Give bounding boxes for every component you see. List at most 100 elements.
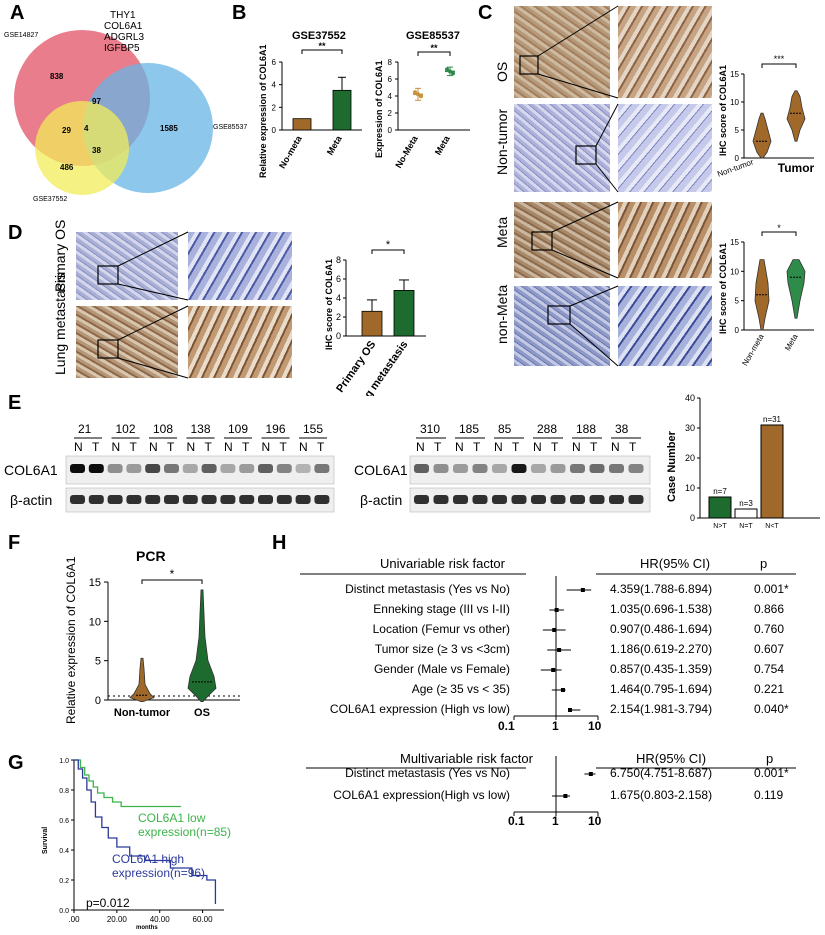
wb-case-label: 38: [615, 422, 629, 436]
panel-label-a: A: [10, 2, 25, 24]
chart-d: 0 2 4 6 8 Primary OS Lung metastasis * IHC scor…: [318, 236, 430, 417]
h-multi-p-header: p: [766, 751, 774, 766]
e-tick-label: 30: [685, 423, 695, 433]
ihc-zoom-nontumor: [618, 104, 712, 192]
western-blot: COL6A1 β-actin COL6A1 β-actin 21 N T 102 N T 1…: [0, 400, 660, 516]
e-bar-label: n=31: [763, 415, 782, 424]
b2-point: [451, 71, 455, 76]
chart-e: 0 10 20 30 40 n=7 N>T n=3 N=T n=31 N<T Case Number: [660, 390, 825, 532]
ihc-zoom-os: [618, 6, 712, 98]
panel-label-b: B: [232, 2, 247, 24]
venn-gene-0: THY1: [110, 10, 136, 21]
b2-tick-label: 6: [388, 75, 393, 84]
wb-lane-n: N: [186, 440, 196, 454]
wb-band-col6a1: [531, 464, 546, 473]
g-curve-high: [74, 759, 217, 904]
h-uni-factor: Tumor size (≥ 3 vs <3cm): [374, 642, 510, 656]
wb-lane-t: T: [204, 440, 212, 454]
wb-band-actin: [531, 495, 546, 504]
wb-band-col6a1: [314, 464, 330, 473]
wb-band-actin: [164, 495, 179, 504]
e-tick-label: 20: [685, 453, 695, 463]
d-bar: [361, 310, 383, 337]
wb-lane-n: N: [455, 440, 464, 454]
h-uni-p: 0.001*: [754, 582, 789, 596]
h-uni-point: [560, 688, 565, 692]
venn-label-gse14827: GSE14827: [4, 32, 39, 39]
c-row-label-nontumor: Non-tumor: [494, 108, 510, 175]
venn-count-only1: 838: [50, 72, 64, 81]
venn-count-c13: 29: [62, 126, 71, 135]
g-tick-label: 0.2: [59, 878, 69, 885]
wb-lane-n: N: [416, 440, 425, 454]
chart-e-svg: 0 10 20 30 40 n=7 N>T n=3 N=T n=31 N<T: [685, 393, 820, 530]
g-tick-label: 0.0: [59, 908, 69, 915]
chart-b-gse85537: 0 2 4 6 8 No-Meta Meta ** GSE85537 Expression o…: [368, 28, 480, 198]
venn-gene-1: COL6A1: [104, 21, 143, 32]
h-uni-factor: Gender (Male vs Female): [373, 662, 510, 676]
c2-cat-label: Meta: [783, 332, 800, 352]
g-tick-label: 40.00: [150, 915, 171, 924]
chart-c2-ylabel: IHC score of COL6A1: [718, 242, 728, 334]
c-zoom-guides: [519, 5, 619, 367]
wb-band-actin: [472, 495, 488, 504]
wb-band-col6a1: [295, 464, 311, 473]
b1-sig: **: [318, 41, 326, 51]
f-cat-label: Non-tumor: [114, 707, 171, 719]
h-multi-hr-header: HR(95% CI): [636, 751, 707, 766]
d-tick-label: 6: [336, 274, 341, 284]
wb-band-actin: [314, 495, 330, 504]
f-tick-label: 5: [95, 656, 101, 668]
d-sig: *: [386, 239, 391, 251]
h-uni-factor: Location (Femur vs other): [372, 622, 510, 636]
h-uni-point: [551, 668, 556, 672]
h-uni-p: 0.866: [754, 602, 785, 616]
h-multi-hr: 1.675(0.803-2.158): [610, 788, 713, 802]
wb-band-actin: [589, 495, 605, 504]
venn-circle-gse37552: [35, 101, 129, 195]
h-uni-tick-0: 0.1: [498, 719, 515, 733]
wb-band-actin: [570, 495, 585, 504]
h-multi-p: 0.001*: [754, 766, 789, 780]
wb-case-label: 85: [498, 422, 512, 436]
c2-tick-label: 15: [730, 238, 739, 247]
c1-sig: ***: [774, 54, 785, 64]
g-curve-low: [74, 759, 182, 808]
wb-case-label: 185: [459, 422, 480, 436]
wb-strip-actin-left: [65, 487, 335, 513]
ihc-image-primary: [76, 232, 178, 300]
chart-g-ylabel: Survival: [42, 826, 49, 854]
h-uni-factor: COL6A1 expression (High vs low): [329, 702, 510, 716]
c2-cat-label: Non-meta: [740, 332, 766, 367]
ihc-image-lung: [76, 306, 178, 378]
wb-control-label-right: β-actin: [360, 492, 403, 508]
h-uni-hr-header: HR(95% CI): [640, 556, 711, 571]
chart-f-ylabel: Relative expression of COL6A1: [64, 556, 78, 724]
wb-band-col6a1: [145, 464, 161, 473]
wb-lane-n: N: [111, 440, 121, 454]
wb-band-col6a1: [70, 464, 85, 473]
c2-violin: [786, 259, 806, 319]
wb-band-actin: [550, 495, 566, 504]
wb-band-col6a1: [88, 464, 104, 473]
h-uni-tick-1: 1: [552, 719, 559, 733]
b2-point: [416, 92, 420, 97]
c2-sig: *: [777, 223, 781, 233]
chart-b1-title: GSE37552: [292, 30, 346, 42]
b2-tick-label: 8: [388, 58, 393, 67]
chart-c2: 0 5 10 15 Non-meta Meta * IHC score of COL6A1: [714, 222, 825, 372]
c1-sig-bracket: [761, 63, 797, 68]
ihc-image-nontumor: [514, 104, 610, 192]
d-tick-label: 4: [336, 293, 341, 303]
wb-lane-n: N: [149, 440, 158, 454]
chart-b2-svg: 0 2 4 6 8 No-Meta Meta **: [388, 43, 470, 170]
h-uni-point: [580, 588, 585, 592]
wb-band-col6a1: [201, 464, 217, 473]
wb-band-actin: [220, 495, 236, 504]
b1-bar: [332, 89, 352, 131]
b1-bar: [292, 118, 312, 131]
wb-band-col6a1: [220, 464, 236, 473]
c-row-label-nonmeta: non-Meta: [494, 284, 510, 344]
c2-tick-label: 10: [730, 267, 739, 276]
